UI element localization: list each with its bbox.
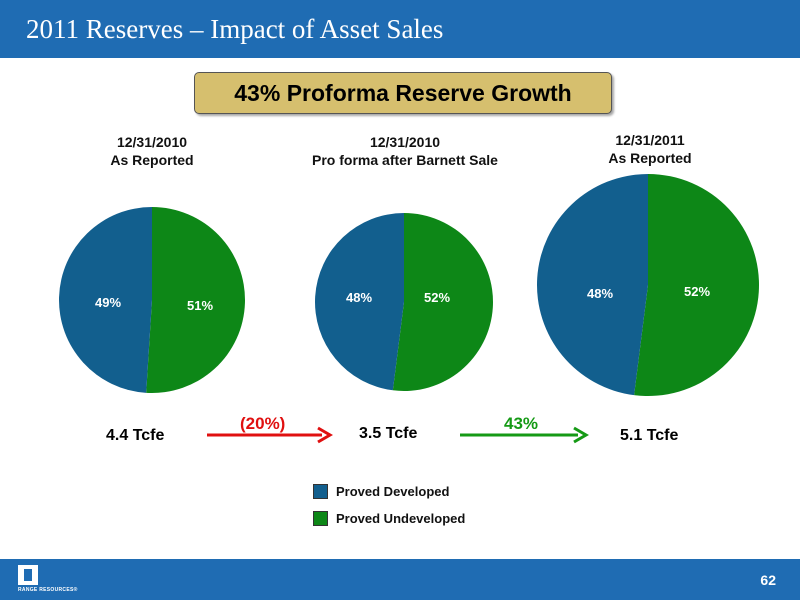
legend-swatch <box>313 484 328 499</box>
pie-title-subtitle: As Reported <box>608 150 692 166</box>
slide-title: 2011 Reserves – Impact of Asset Sales <box>26 14 444 44</box>
pie-slice-label: 52% <box>684 284 710 299</box>
legend-swatch <box>313 511 328 526</box>
change-label-decline: (20%) <box>240 414 286 433</box>
pie-slice-label: 48% <box>587 286 613 301</box>
page-number: 62 <box>760 572 776 588</box>
slide-header: 2011 Reserves – Impact of Asset Sales <box>0 0 800 58</box>
pie-slice-proved-undeveloped <box>392 213 493 391</box>
range-resources-logo <box>18 565 48 589</box>
pie-slice-proved-developed <box>314 213 404 391</box>
total-2010-reported: 4.4 Tcfe <box>106 427 165 444</box>
pie-title-date: 12/31/2010 <box>116 134 188 150</box>
growth-banner: 43% Proforma Reserve Growth <box>194 72 612 114</box>
slide-footer: RANGE RESOURCES® 62 <box>0 559 800 600</box>
pie-slice-label: 49% <box>95 295 121 310</box>
pie-slice-proved-developed <box>536 174 648 396</box>
pie-slice-proved-undeveloped <box>634 174 759 396</box>
legend-item-proved-undeveloped: Proved Undeveloped <box>313 511 465 526</box>
growth-arrowhead-icon <box>573 426 589 444</box>
pie-title-2011-reported: 12/31/2011 As Reported <box>570 131 730 167</box>
legend-label: Proved Developed <box>336 484 450 499</box>
pie-title-subtitle: Pro forma after Barnett Sale <box>312 152 498 168</box>
total-2010-proforma: 3.5 Tcfe <box>359 425 418 442</box>
pie-slice-label: 52% <box>424 290 450 305</box>
legend-label: Proved Undeveloped <box>336 511 466 526</box>
pie-slice-proved-developed <box>59 207 152 393</box>
total-2011-reported: 5.1 Tcfe <box>620 427 679 444</box>
pie-slice-label: 51% <box>187 298 213 313</box>
pie-title-subtitle: As Reported <box>110 152 194 168</box>
pie-slice-proved-undeveloped <box>146 207 246 393</box>
pie-title-2010-proforma: 12/31/2010 Pro forma after Barnett Sale <box>275 133 535 169</box>
legend-item-proved-developed: Proved Developed <box>313 484 449 499</box>
pie-slice-label: 48% <box>346 290 372 305</box>
pie-title-date: 12/31/2010 <box>369 134 441 150</box>
logo-text: RANGE RESOURCES® <box>18 587 78 593</box>
change-label-growth: 43% <box>504 414 539 433</box>
logo-mark-icon <box>18 565 38 585</box>
decline-arrowhead-icon <box>317 426 333 444</box>
pie-title-date: 12/31/2011 <box>615 132 685 148</box>
pie-title-2010-reported: 12/31/2010 As Reported <box>72 133 232 169</box>
